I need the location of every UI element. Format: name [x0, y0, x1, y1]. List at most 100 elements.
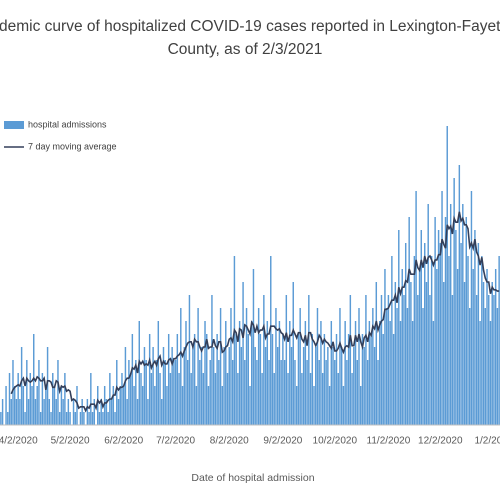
bar [254, 347, 256, 425]
bar [477, 243, 480, 425]
bar [472, 269, 474, 425]
bar [275, 308, 277, 425]
bar [110, 399, 113, 425]
bar [140, 373, 142, 425]
bar [361, 334, 364, 425]
x-tick-label: 8/2/2020 [210, 436, 249, 447]
x-axis-title: Date of hospital admission [191, 472, 314, 484]
bar [406, 308, 409, 425]
legend-swatch [4, 121, 24, 129]
bar [45, 386, 47, 425]
bar [245, 308, 248, 425]
bar [354, 321, 357, 425]
bar [392, 334, 395, 425]
bar [462, 204, 464, 425]
bar [157, 321, 160, 425]
bar [328, 386, 331, 425]
bar [53, 386, 56, 425]
bar [360, 386, 362, 425]
bar [126, 399, 128, 425]
bar [351, 373, 353, 425]
bar [498, 256, 500, 425]
bar [114, 412, 116, 425]
bar [379, 321, 381, 425]
bar [91, 412, 94, 425]
bar [356, 360, 358, 425]
bar [320, 321, 322, 425]
bar [444, 217, 447, 425]
bar [268, 360, 270, 425]
bar [112, 386, 115, 425]
bar [427, 204, 429, 425]
bar [451, 295, 454, 425]
bar [192, 347, 194, 425]
bar [39, 412, 42, 425]
bar [337, 373, 339, 425]
bar [404, 243, 407, 425]
bar [470, 191, 473, 425]
bar [58, 412, 61, 425]
bar [26, 360, 28, 425]
bar [366, 360, 369, 425]
bar [13, 386, 16, 425]
bar [60, 386, 63, 425]
bar [453, 178, 455, 425]
bar [186, 360, 189, 425]
bar [181, 386, 184, 425]
bar [347, 334, 350, 425]
bar [231, 360, 234, 425]
bar [422, 308, 424, 425]
bar [5, 386, 7, 425]
bar [413, 256, 416, 425]
bar [271, 334, 274, 425]
bar [295, 386, 298, 425]
bar [79, 412, 82, 425]
bar [50, 412, 52, 425]
bar [437, 230, 440, 425]
bar [178, 373, 180, 425]
bar [380, 295, 383, 425]
bar [270, 256, 272, 425]
bar [15, 399, 18, 425]
bar [105, 399, 108, 425]
bar [448, 256, 450, 425]
bar [266, 321, 269, 425]
moving-average-line [10, 211, 500, 413]
bar [334, 360, 336, 425]
bar [38, 360, 40, 425]
bar [188, 295, 191, 425]
bar [117, 399, 120, 425]
bar [185, 321, 187, 425]
bar [424, 243, 426, 425]
plot-area: 4/2/2020 5/2/2020 6/2/2020 7/2/2020 8/2/2020… [0, 126, 500, 447]
bar [425, 282, 428, 425]
bar [122, 386, 125, 425]
bar [138, 321, 140, 425]
bar [432, 321, 435, 425]
bar [261, 373, 263, 425]
bar [491, 282, 493, 425]
bar [263, 295, 265, 425]
bar [142, 386, 144, 425]
bar [64, 373, 66, 425]
bar [48, 399, 51, 425]
bar [216, 334, 218, 425]
bar [242, 282, 244, 425]
bar [482, 282, 485, 425]
bar [308, 295, 310, 425]
bar [180, 308, 182, 425]
bar [401, 269, 403, 425]
x-tick-label: 7/2/2020 [156, 436, 195, 447]
bar [155, 360, 158, 425]
bar [463, 282, 466, 425]
bar [292, 282, 294, 425]
bar [363, 347, 365, 425]
bar [204, 321, 206, 425]
legend-label: 7 day moving average [28, 141, 117, 151]
bar [460, 243, 462, 425]
bar [496, 308, 499, 425]
x-tick-label: 1/2/2021 [474, 436, 500, 447]
bar [10, 399, 12, 425]
bar [197, 308, 199, 425]
bar [154, 386, 156, 425]
